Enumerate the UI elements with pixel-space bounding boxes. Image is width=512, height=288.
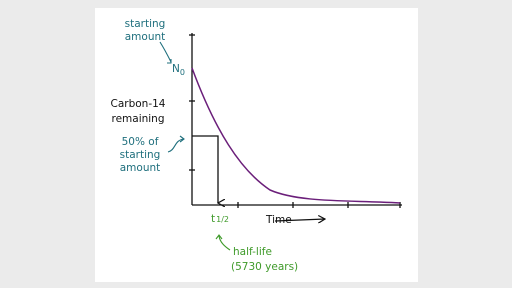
time-arrow: [274, 219, 325, 221]
y-axis-label-line: Carbon-14: [111, 98, 166, 110]
x-axis-label: Time: [265, 214, 292, 226]
half-life-line: half-life: [233, 246, 272, 258]
starting-amount-line: amount: [125, 31, 166, 43]
symbol-main: t: [211, 213, 215, 225]
y-ticks: [189, 34, 195, 171]
pointers: [159, 41, 231, 251]
y-axis-label-line: remaining: [111, 113, 164, 125]
symbol-sub: 0: [180, 68, 185, 77]
half-amount-line: starting: [120, 149, 161, 161]
symbol-frac: 1/2: [216, 215, 229, 224]
starting-amount-line: starting: [125, 18, 166, 30]
half-life-symbol: t1/2: [211, 213, 229, 225]
symbol-main: N: [172, 63, 180, 75]
half-life-line: (5730 years): [231, 261, 298, 273]
panel: [95, 8, 418, 282]
half-amount-line: amount: [120, 162, 161, 174]
initial-symbol: N0: [172, 63, 185, 77]
half-amount-line: 50% of: [122, 136, 159, 148]
half-life-guide: [192, 135, 218, 203]
decay-curve: [191, 67, 401, 204]
